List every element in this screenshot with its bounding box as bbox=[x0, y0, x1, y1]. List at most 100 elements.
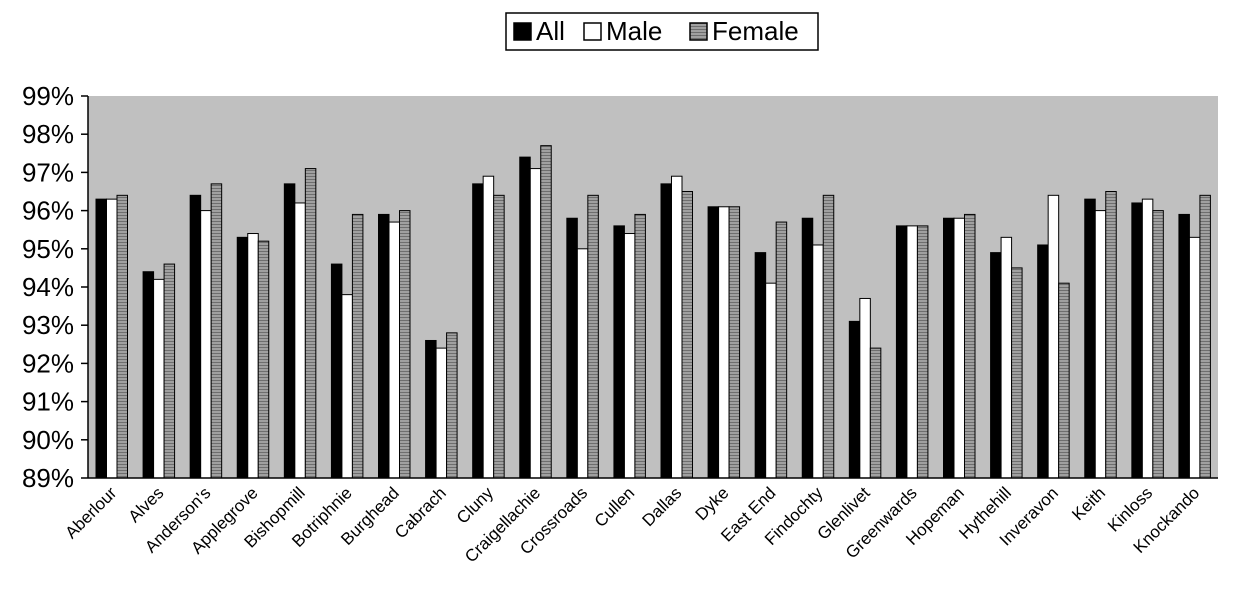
bar-all bbox=[660, 183, 672, 479]
bar-male bbox=[388, 221, 400, 479]
bar-male bbox=[623, 233, 636, 479]
bar-male bbox=[247, 233, 259, 479]
bar-male bbox=[341, 294, 353, 479]
bar-all bbox=[754, 252, 767, 479]
bar-male bbox=[435, 347, 448, 479]
bar-male bbox=[576, 248, 589, 479]
y-tick-label: 89% bbox=[22, 463, 74, 493]
bar-female bbox=[1105, 191, 1117, 479]
bar-male bbox=[153, 278, 165, 479]
bar-male bbox=[1141, 198, 1154, 479]
bar-female bbox=[1011, 267, 1023, 479]
y-tick-label: 93% bbox=[22, 310, 74, 340]
bar-group-cluny bbox=[472, 175, 505, 479]
y-tick-label: 94% bbox=[22, 272, 74, 302]
bar-group-hopeman bbox=[943, 213, 976, 479]
legend-swatch-male bbox=[583, 22, 602, 41]
bar-group-kinloss bbox=[1131, 198, 1164, 479]
bar-all bbox=[943, 217, 955, 479]
bar-female bbox=[304, 168, 317, 479]
bar-all bbox=[990, 252, 1002, 479]
bar-all bbox=[425, 339, 437, 479]
bar-all bbox=[848, 320, 861, 479]
bar-male bbox=[106, 198, 118, 479]
y-tick-label: 97% bbox=[22, 157, 74, 187]
bar-male bbox=[718, 206, 730, 479]
bar-all bbox=[236, 236, 249, 479]
bar-all bbox=[378, 213, 390, 479]
bar-female bbox=[822, 194, 835, 479]
bar-female bbox=[869, 347, 882, 479]
bar-group-aberlour bbox=[95, 194, 128, 479]
bar-all bbox=[613, 225, 625, 479]
bar-all bbox=[1084, 198, 1096, 479]
bar-group-hythehill bbox=[990, 236, 1023, 479]
y-tick-label: 96% bbox=[22, 196, 74, 226]
bar-male bbox=[671, 175, 683, 479]
y-tick-label: 91% bbox=[22, 387, 74, 417]
bar-all bbox=[566, 217, 578, 479]
bar-all bbox=[1178, 213, 1190, 479]
bar-group-keith bbox=[1084, 191, 1117, 479]
x-tick-label: Cullen bbox=[591, 483, 639, 531]
bar-female bbox=[775, 221, 788, 479]
bar-all bbox=[801, 217, 814, 479]
bar-group-dallas bbox=[660, 175, 693, 479]
bar-male bbox=[529, 168, 542, 479]
bar-male bbox=[1094, 210, 1107, 479]
legend-swatch-all bbox=[513, 22, 532, 41]
bar-male bbox=[294, 202, 306, 479]
bar-group-anderson-s bbox=[189, 183, 223, 479]
bar-female bbox=[493, 194, 505, 479]
y-axis: 89% 90% 91% 92% 93% 94% 95% 96% 97% 98% 99% bbox=[22, 81, 89, 493]
legend-label-male: Male bbox=[606, 16, 662, 46]
bar-male bbox=[812, 244, 824, 479]
bar-female bbox=[163, 263, 176, 479]
bar-female bbox=[728, 206, 741, 479]
bar-male bbox=[765, 282, 777, 479]
bar-all bbox=[283, 183, 296, 479]
bar-group-burghead bbox=[378, 210, 411, 479]
x-tick-label: Alves bbox=[125, 483, 168, 526]
bar-all bbox=[189, 194, 202, 479]
bars bbox=[95, 145, 1211, 479]
x-tick-label: Dyke bbox=[692, 483, 733, 524]
bar-female bbox=[210, 183, 223, 479]
y-tick-label: 99% bbox=[22, 81, 74, 111]
bar-female bbox=[540, 145, 552, 479]
bar-group-greenwards bbox=[895, 225, 929, 479]
bar-all bbox=[519, 156, 531, 479]
bar-female bbox=[116, 194, 128, 479]
bar-female bbox=[1199, 194, 1211, 479]
bar-all bbox=[1037, 244, 1049, 479]
bar-group-applegrove bbox=[236, 233, 270, 479]
bar-female bbox=[681, 191, 693, 479]
bar-all bbox=[895, 225, 908, 479]
x-axis: Aberlour AlvesAnderson'sApplegroveBishopm… bbox=[61, 477, 1218, 566]
bar-female bbox=[1058, 282, 1070, 479]
x-tick-label: Cluny bbox=[453, 483, 498, 528]
x-tick-label: Dallas bbox=[639, 483, 686, 530]
x-tick-label: Keith bbox=[1068, 483, 1109, 524]
bar-female bbox=[634, 213, 646, 479]
legend-label-female: Female bbox=[712, 16, 799, 46]
y-tick-label: 98% bbox=[22, 119, 74, 149]
y-tick-label: 92% bbox=[22, 348, 74, 378]
bar-all bbox=[707, 206, 720, 479]
bar-group-dyke bbox=[707, 206, 741, 479]
bar-female bbox=[1152, 210, 1164, 479]
bar-group-cullen bbox=[613, 213, 646, 479]
bar-group-cabrach bbox=[425, 332, 458, 479]
bar-female bbox=[916, 225, 929, 479]
bar-male bbox=[906, 225, 918, 479]
bar-male bbox=[859, 297, 871, 479]
bar-male bbox=[1047, 194, 1060, 479]
bar-group-alves bbox=[142, 263, 176, 479]
bar-group-craigellachie bbox=[519, 145, 552, 479]
legend-swatch-female bbox=[689, 22, 708, 41]
legend-label-all: All bbox=[536, 16, 565, 46]
bar-male bbox=[1000, 236, 1013, 479]
x-tick-label: Cabrach bbox=[391, 483, 450, 542]
bar-all bbox=[330, 263, 343, 479]
